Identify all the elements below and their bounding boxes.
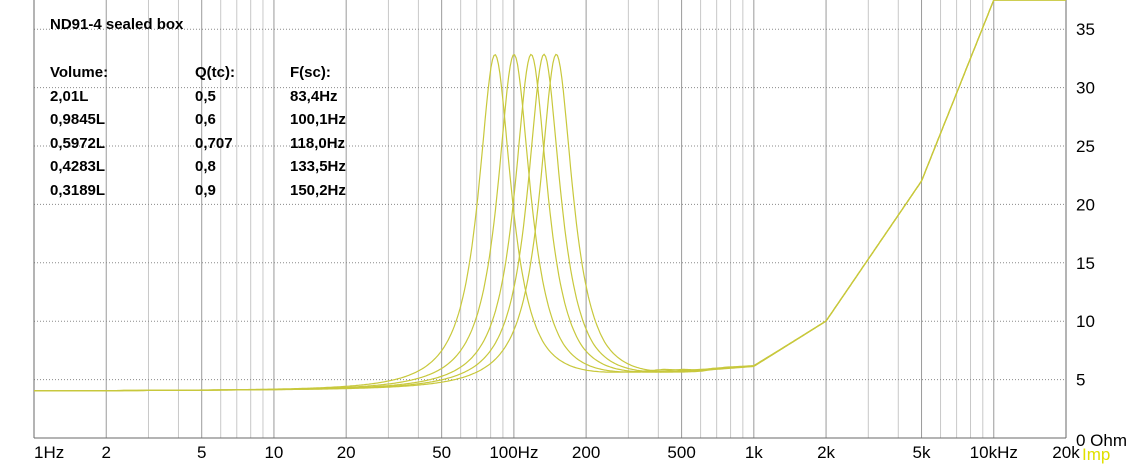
x-axis-tick-labels: 1Hz 2 5 10 20 50 100Hz 200 500 1k 2k 5k 10kHz 20k	[34, 443, 1080, 462]
y-tick-label: 15	[1076, 254, 1095, 273]
x-tick-label: 10kHz	[970, 443, 1018, 462]
x-tick-label: 1k	[745, 443, 763, 462]
legend-header-f: F(sc):	[290, 64, 331, 81]
y-tick-label: 10	[1076, 312, 1095, 331]
y-axis-unit-label: Imp	[1082, 445, 1110, 464]
x-tick-label: 10	[264, 443, 283, 462]
x-tick-label: 50	[432, 443, 451, 462]
y-tick-label: 35	[1076, 20, 1095, 39]
legend-row: 0,9845L 0,6 100,1Hz	[50, 111, 346, 135]
x-tick-label: 5k	[913, 443, 931, 462]
x-tick-label: 100Hz	[489, 443, 538, 462]
y-tick-label: 25	[1076, 137, 1095, 156]
legend-volume: 0,4283L	[50, 158, 106, 175]
x-tick-label: 20k	[1052, 443, 1080, 462]
legend-volume: 2,01L	[50, 87, 89, 105]
x-tick-label: 2	[101, 443, 110, 462]
x-tick-label: 500	[667, 443, 695, 462]
x-tick-label: 5	[197, 443, 206, 462]
y-tick-label: 20	[1076, 195, 1095, 214]
y-axis-tick-labels: 0 Ohm 5 10 15 20 25 30 35 Imp	[1076, 20, 1127, 464]
legend-q: 0,9	[195, 181, 216, 199]
legend-f: 100,1Hz	[290, 111, 346, 128]
legend-f: 150,2Hz	[290, 181, 346, 199]
legend-q: 0,707	[195, 134, 233, 152]
legend-volume: 0,5972L	[50, 134, 106, 152]
legend-f: 83,4Hz	[290, 87, 338, 105]
legend-table: Volume: Q(tc): F(sc): 2,01L 0,5 83,4Hz 0,984…	[50, 64, 346, 205]
legend-row: 0,5972L 0,707 118,0Hz	[50, 135, 346, 159]
x-tick-label: 1Hz	[34, 443, 64, 462]
impedance-curves	[34, 0, 1066, 392]
legend-q: 0,5	[195, 87, 216, 105]
legend-row: 2,01L 0,5 83,4Hz	[50, 88, 346, 112]
legend-header: Volume: Q(tc): F(sc):	[50, 64, 346, 88]
legend-header-volume: Volume:	[50, 64, 109, 81]
y-tick-label: 30	[1076, 79, 1095, 98]
x-tick-label: 20	[337, 443, 356, 462]
legend-q: 0,6	[195, 111, 216, 128]
x-tick-label: 2k	[817, 443, 835, 462]
x-tick-label: 200	[572, 443, 600, 462]
grid	[33, 0, 1067, 439]
legend-f: 118,0Hz	[290, 134, 346, 152]
y-tick-label: 5	[1076, 371, 1085, 390]
legend-row: 0,3189L 0,9 150,2Hz	[50, 182, 346, 206]
legend-q: 0,8	[195, 158, 216, 175]
chart-title: ND91-4 sealed box	[50, 16, 184, 33]
impedance-curve-0,3189L	[34, 0, 1066, 392]
legend-volume: 0,3189L	[50, 181, 106, 199]
legend-f: 133,5Hz	[290, 158, 346, 175]
legend-row: 0,4283L 0,8 133,5Hz	[50, 158, 346, 182]
legend-volume: 0,9845L	[50, 111, 106, 128]
legend-header-q: Q(tc):	[195, 64, 235, 81]
y-tick-label: 0 Ohm	[1076, 431, 1127, 450]
